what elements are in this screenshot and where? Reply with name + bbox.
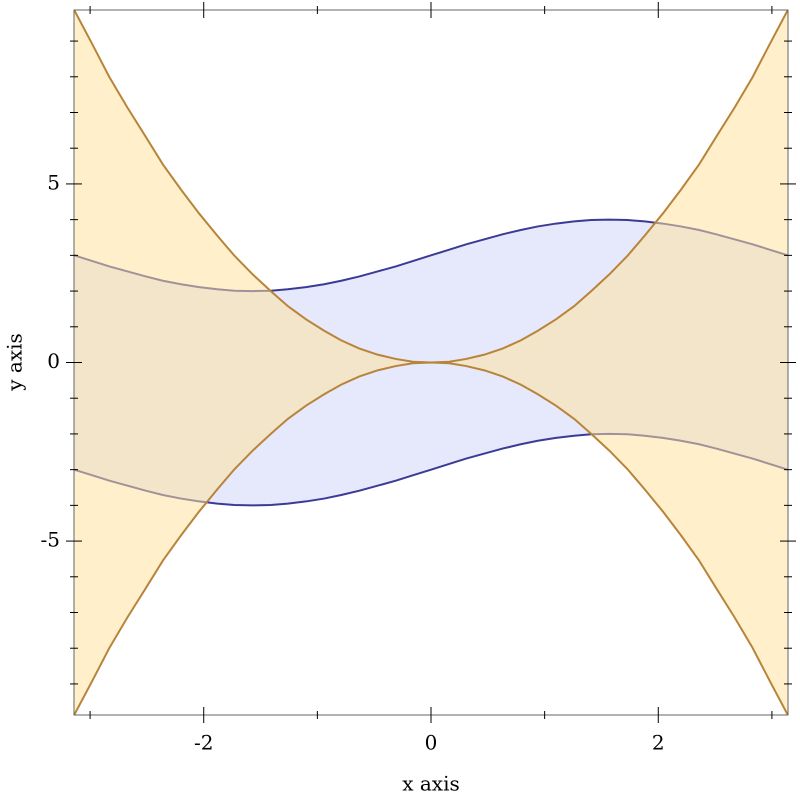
x-tick-label: -2 — [194, 731, 213, 755]
y-tick-label: 0 — [47, 349, 60, 373]
y-tick-label: 5 — [47, 170, 60, 194]
y-tick-label: -5 — [41, 528, 60, 552]
lower-line — [73, 361, 789, 716]
x-tick-label: 0 — [425, 731, 438, 755]
x-tick-label: 2 — [652, 731, 665, 755]
x-axis-label: x axis — [402, 772, 460, 796]
y-axis-label: y axis — [3, 333, 27, 392]
